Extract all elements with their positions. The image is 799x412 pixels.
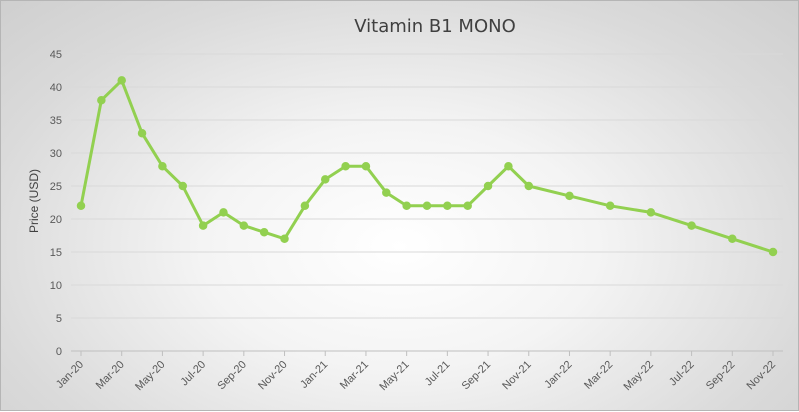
data-point-nov-21 [524, 181, 534, 191]
data-point-jan-21 [320, 175, 330, 184]
y-tick-label-20: 20 [50, 214, 62, 226]
x-tick-label-jan-21: Jan-21 [298, 359, 330, 391]
x-tick-label-jul-21: Jul-21 [423, 359, 453, 389]
data-point-jul-21 [443, 201, 452, 211]
y-tick-label-30: 30 [50, 148, 62, 160]
series-layer [76, 76, 778, 257]
data-point-jul-20 [198, 221, 208, 230]
data-point-jul-22 [687, 221, 696, 230]
x-tick-label-sep-20: Sep-20 [215, 359, 249, 393]
gridlines [71, 53, 783, 319]
x-tick-label-mar-21: Mar-21 [338, 359, 371, 392]
data-point-sep-21 [483, 181, 493, 191]
x-tick-label-sep-22: Sep-22 [704, 359, 738, 393]
y-tick-label-5: 5 [56, 313, 62, 325]
data-point-apr-20 [137, 128, 147, 138]
data-point-jan-22 [565, 191, 574, 201]
x-tick-label-nov-21: Nov-21 [500, 359, 534, 393]
x-tick-label-mar-22: Mar-22 [582, 359, 615, 392]
data-point-feb-21 [341, 161, 350, 171]
data-point-jun-21 [422, 201, 432, 211]
x-tick-label-jul-22: Jul-22 [667, 359, 697, 389]
x-tick-label-jan-20: Jan-20 [54, 359, 86, 391]
data-point-dec-20 [300, 201, 310, 211]
x-tick-label-sep-21: Sep-21 [460, 359, 494, 393]
data-point-jun-20 [178, 181, 188, 191]
data-point-jan-20 [76, 201, 86, 211]
x-axis: Jan-20 Mar-20 May-20 Jul-20 Sep-20 Nov-20 Jan-… [54, 350, 783, 393]
y-tick-label-25: 25 [50, 181, 62, 193]
x-tick-label-may-21: May-21 [377, 359, 411, 393]
x-tick-label-nov-20: Nov-20 [256, 359, 290, 393]
data-point-aug-21 [463, 201, 472, 211]
data-point-nov-22 [768, 247, 778, 257]
data-point-may-22 [646, 208, 656, 217]
y-tick-label-0: 0 [56, 346, 62, 358]
data-point-oct-21 [504, 161, 513, 171]
y-axis-title: Price (USD) [27, 169, 41, 233]
x-tick-label-may-22: May-22 [622, 359, 656, 393]
chart-title: Vitamin B1 MONO [354, 16, 516, 37]
data-point-aug-20 [219, 208, 228, 217]
data-point-sep-22 [728, 234, 737, 244]
y-axis-ticks: 0 5 10 15 20 25 30 35 40 45 [50, 49, 62, 358]
data-point-may-21 [402, 201, 411, 211]
y-tick-label-45: 45 [50, 49, 62, 61]
x-tick-label-nov-22: Nov-22 [745, 359, 779, 393]
data-point-may-20 [158, 161, 167, 171]
y-tick-label-10: 10 [50, 280, 62, 292]
data-point-mar-20 [117, 76, 126, 85]
x-tick-label-jan-22: Jan-22 [542, 359, 574, 391]
data-point-mar-22 [605, 201, 615, 211]
data-point-oct-20 [259, 227, 269, 237]
y-tick-label-40: 40 [50, 82, 62, 94]
data-point-feb-20 [97, 95, 106, 105]
data-point-apr-21 [382, 188, 391, 197]
series-line-0 [79, 78, 775, 254]
x-tick-label-mar-20: Mar-20 [94, 359, 127, 392]
x-tick-label-jul-20: Jul-20 [179, 359, 209, 389]
data-point-nov-20 [280, 234, 289, 244]
y-tick-label-35: 35 [50, 115, 62, 127]
x-tick-label-may-20: May-20 [133, 359, 167, 393]
data-point-sep-20 [239, 221, 249, 230]
data-point-mar-21 [361, 161, 371, 171]
y-tick-label-15: 15 [50, 247, 62, 259]
